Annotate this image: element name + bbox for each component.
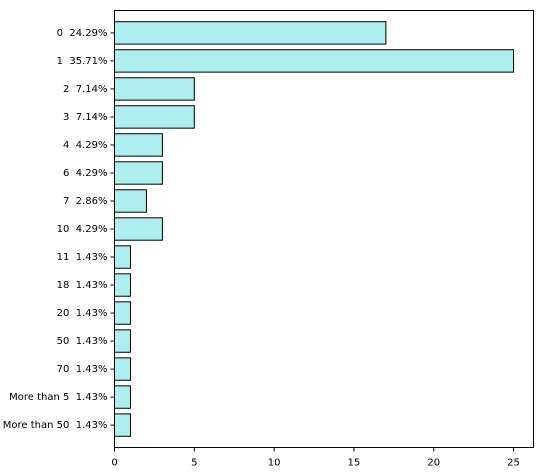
y-tick-label: 11 1.43% xyxy=(57,252,108,263)
y-tick-label: 20 1.43% xyxy=(57,308,108,319)
bar xyxy=(114,301,131,325)
y-tick-label: 70 1.43% xyxy=(57,364,108,375)
bar xyxy=(114,273,131,297)
bar xyxy=(114,77,195,101)
bar xyxy=(114,161,163,185)
x-tick-label: 25 xyxy=(507,458,520,469)
y-tick-label: 50 1.43% xyxy=(57,336,108,347)
bar xyxy=(114,105,195,129)
y-tick-label: 7 2.86% xyxy=(63,196,108,207)
y-tick-label: More than 5 1.43% xyxy=(9,392,107,403)
y-axis: 0 24.29% 1 35.71% 2 7.14% 3 7.14% 4 4.29% 6 4… xyxy=(3,28,115,431)
bar xyxy=(114,49,515,73)
x-tick-label: 0 xyxy=(111,458,117,469)
y-tick-label: More than 50 1.43% xyxy=(3,420,108,431)
bar xyxy=(114,385,131,409)
x-tick-label: 5 xyxy=(191,458,197,469)
y-tick-label: 10 4.29% xyxy=(57,224,108,235)
bar xyxy=(114,217,163,241)
x-tick-label: 10 xyxy=(268,458,281,469)
bar xyxy=(114,357,131,381)
x-tick-label: 15 xyxy=(348,458,361,469)
y-tick-label: 3 7.14% xyxy=(63,112,108,123)
plot-frame xyxy=(114,10,534,448)
bar xyxy=(114,133,163,157)
bars-group xyxy=(114,21,515,437)
bar xyxy=(114,21,387,45)
bar xyxy=(114,329,131,353)
x-tick-label: 20 xyxy=(427,458,440,469)
y-tick-label: 6 4.29% xyxy=(63,168,108,179)
y-tick-label: 18 1.43% xyxy=(57,280,108,291)
y-tick-label: 4 4.29% xyxy=(63,140,108,151)
y-tick-label: 0 24.29% xyxy=(57,28,108,39)
bar xyxy=(114,413,131,437)
y-tick-label: 2 7.14% xyxy=(63,84,108,95)
x-axis: 0 5 10 15 20 25 xyxy=(111,447,520,469)
bar xyxy=(114,245,131,269)
y-tick-label: 1 35.71% xyxy=(57,56,108,67)
bar xyxy=(114,189,147,213)
